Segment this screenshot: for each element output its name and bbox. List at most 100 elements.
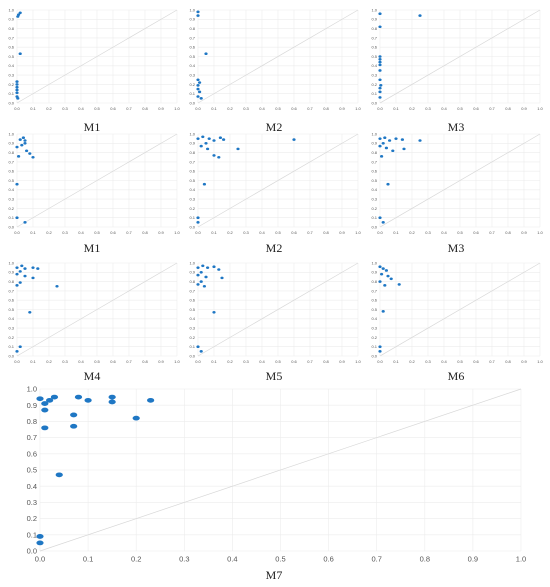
data-point (41, 401, 49, 406)
data-point (15, 216, 19, 219)
y-tick-label: 0.7 (189, 159, 195, 164)
y-tick-label: 0.1 (371, 344, 377, 349)
data-point (202, 182, 206, 186)
data-point (206, 147, 210, 151)
data-point (199, 350, 203, 353)
x-tick-label: 0.9 (339, 106, 345, 111)
y-tick-label: 0.1 (189, 91, 195, 96)
x-tick-label: 0.2 (227, 106, 233, 111)
data-point (196, 87, 200, 91)
x-tick-label: 0.6 (291, 106, 297, 111)
y-tick-label: 0.1 (371, 215, 377, 220)
y-tick-label: 0.5 (371, 307, 377, 312)
x-tick-label: 0.0 (35, 555, 45, 564)
data-point (201, 135, 205, 139)
data-point (41, 425, 49, 431)
x-tick-label: 0.3 (425, 230, 431, 235)
x-tick-label: 0.9 (339, 359, 345, 364)
data-point (206, 266, 210, 269)
data-point (199, 97, 203, 100)
x-tick-label: 0.6 (291, 359, 297, 364)
data-point (222, 138, 226, 141)
data-point (15, 182, 19, 186)
panel-title: M5 (266, 369, 283, 383)
y-tick-label: 0.7 (8, 159, 14, 164)
x-tick-label: 0.6 (110, 106, 116, 111)
y-tick-label: 1.0 (8, 131, 14, 136)
panel-3: 0.00.0 0.1 0.1 0.2 0.2 0.3 0.3 0.4 0.4 0.5 0.5 0.6 0… (371, 7, 543, 134)
x-tick-label: 0.3 (425, 106, 431, 111)
data-point (378, 280, 382, 283)
x-tick-label: 1.0 (174, 230, 180, 235)
x-tick-label: 0.5 (275, 555, 285, 564)
x-tick-label: 0.8 (505, 230, 511, 235)
data-point (18, 138, 22, 141)
y-tick-label: 0.9 (371, 270, 377, 275)
y-tick-label: 0.1 (8, 215, 14, 220)
data-point (381, 267, 385, 270)
y-tick-label: 0.5 (189, 54, 195, 59)
panel-10: 0.00.0 0.1 0.1 0.2 0.2 0.3 0.3 0.4 0.4 0.5 0.5 0.6 0… (27, 385, 527, 582)
x-tick-label: 0.7 (307, 230, 313, 235)
data-point (292, 138, 296, 141)
x-tick-label: 0.8 (142, 230, 148, 235)
x-tick-label: 0.5 (94, 106, 100, 111)
x-tick-label: 0.7 (307, 106, 313, 111)
y-tick-label: 0.0 (27, 547, 37, 556)
y-tick-label: 0.2 (371, 206, 377, 211)
y-tick-label: 0.7 (8, 288, 14, 293)
data-point (36, 267, 40, 270)
x-tick-label: 0.8 (505, 359, 511, 364)
x-tick-label: 0.3 (425, 359, 431, 364)
y-tick-label: 1.0 (371, 260, 377, 265)
data-point (378, 57, 382, 61)
x-tick-label: 0.1 (30, 359, 36, 364)
x-tick-label: 0.3 (62, 230, 68, 235)
x-tick-label: 0.6 (291, 230, 297, 235)
data-point (196, 10, 200, 14)
y-tick-label: 0.6 (27, 449, 37, 458)
data-point (198, 90, 202, 94)
reference-diagonal (16, 9, 178, 104)
data-point (378, 216, 382, 219)
reference-diagonal (16, 133, 178, 228)
x-tick-label: 0.2 (227, 230, 233, 235)
data-point (15, 266, 19, 269)
reference-diagonal (379, 133, 541, 228)
x-tick-label: 0.9 (521, 230, 527, 235)
x-tick-label: 0.1 (393, 230, 399, 235)
x-tick-label: 0.1 (393, 359, 399, 364)
data-point (220, 276, 224, 280)
data-point (378, 12, 382, 16)
y-tick-label: 0.4 (8, 63, 14, 68)
data-point (418, 14, 422, 17)
y-tick-label: 0.8 (189, 26, 195, 31)
data-point (196, 283, 200, 286)
data-point (196, 266, 200, 269)
data-point (198, 81, 202, 84)
panel-title: M3 (448, 241, 465, 255)
data-point (20, 264, 24, 268)
data-point (15, 80, 19, 83)
y-tick-label: 0.7 (189, 288, 195, 293)
panel-title: M1 (84, 120, 101, 134)
x-tick-label: 0.4 (259, 106, 265, 111)
data-point (217, 268, 221, 271)
x-tick-label: 0.3 (243, 230, 249, 235)
data-point (384, 269, 388, 272)
y-tick-label: 0.4 (371, 63, 377, 68)
x-tick-label: 0.5 (457, 106, 463, 111)
data-point (196, 273, 200, 277)
data-point (378, 90, 382, 94)
x-tick-label: 0.0 (377, 359, 383, 364)
y-tick-label: 0.1 (189, 344, 195, 349)
data-point (84, 397, 92, 403)
panel-title: M2 (266, 241, 283, 255)
x-tick-label: 0.5 (457, 230, 463, 235)
y-tick-label: 0.2 (8, 82, 14, 87)
y-tick-label: 0.4 (8, 316, 14, 321)
x-tick-label: 0.1 (393, 106, 399, 111)
data-point (378, 69, 382, 72)
x-tick-label: 0.8 (505, 106, 511, 111)
data-point (378, 55, 382, 58)
